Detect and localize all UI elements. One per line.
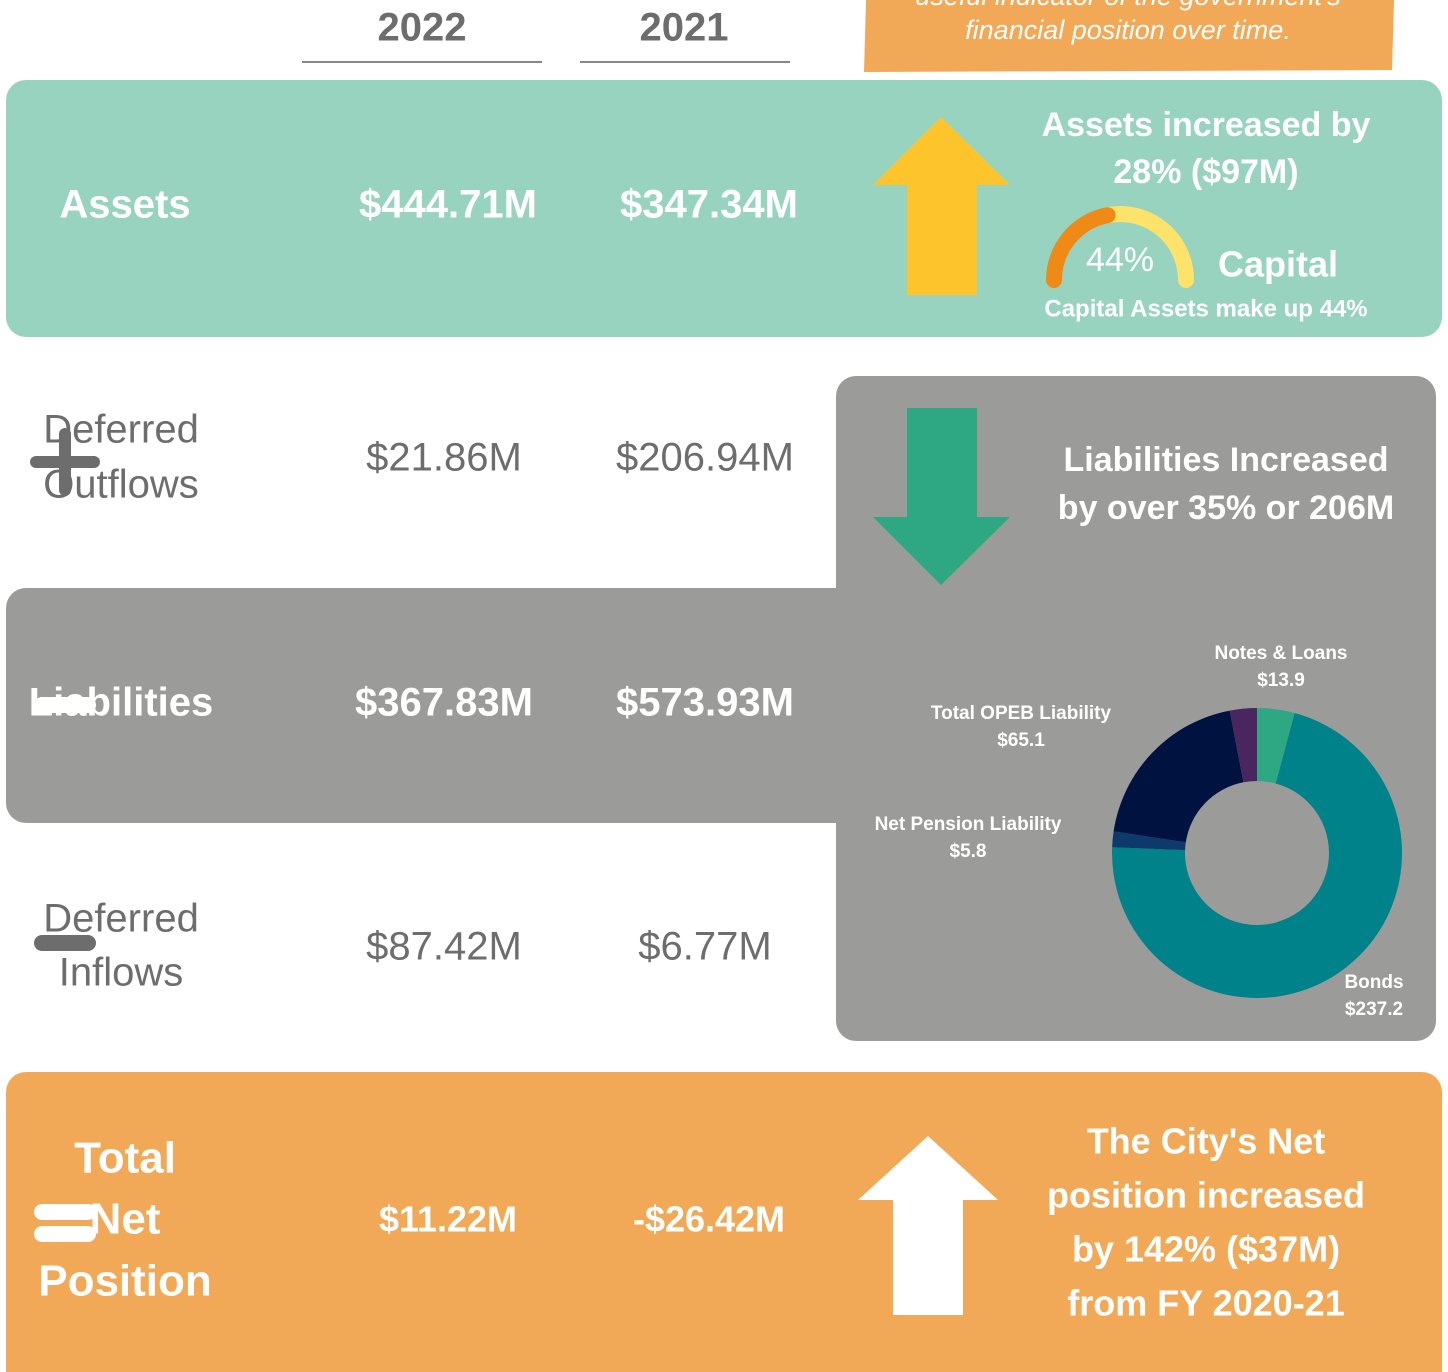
row-label: Outflows xyxy=(43,463,199,507)
pie-slice xyxy=(1229,708,1257,783)
row-value: $21.86M xyxy=(366,436,522,480)
gauge-caption: Capital xyxy=(1218,244,1338,285)
row-value: $6.77M xyxy=(638,925,771,969)
row-value: $206.94M xyxy=(616,436,794,480)
down-arrow xyxy=(873,408,1010,585)
pie-slice xyxy=(1113,710,1244,843)
row-value: $367.83M xyxy=(355,681,533,725)
gauge-label: 44% xyxy=(1086,241,1154,279)
row-value: $444.71M xyxy=(359,183,537,227)
slice-label: Bonds xyxy=(1344,972,1403,993)
row-label: Net xyxy=(90,1195,161,1244)
up-arrow xyxy=(873,117,1010,295)
gauge-track xyxy=(1099,206,1194,288)
year: 2022 xyxy=(378,6,467,50)
slice-value: $65.1 xyxy=(997,730,1045,751)
row-value: $573.93M xyxy=(616,681,794,725)
pie-slice xyxy=(1112,831,1186,851)
assets-note: 28% ($97M) xyxy=(1113,153,1298,191)
liabilities-panel xyxy=(836,376,1436,1041)
pie-slice xyxy=(1257,708,1295,784)
slice-value: $237.2 xyxy=(1345,999,1403,1020)
note-text: useful indicator of the government's xyxy=(915,0,1340,11)
note-box xyxy=(864,0,1394,72)
slice-label: Notes & Loans xyxy=(1214,643,1347,664)
note-text: financial position over time. xyxy=(965,15,1291,45)
row-label: Liabilities xyxy=(29,681,214,725)
liabilities-row-panel xyxy=(6,588,856,823)
slice-label: Total OPEB Liability xyxy=(931,703,1112,724)
year: 2021 xyxy=(640,6,729,50)
row-label: Deferred xyxy=(43,408,199,452)
row-label: Total xyxy=(74,1134,176,1183)
slice-label: Net Pension Liability xyxy=(875,814,1062,835)
row-value: $11.22M xyxy=(379,1199,517,1240)
row-value: -$26.42M xyxy=(633,1199,785,1240)
assets-note: Assets increased by xyxy=(1042,106,1371,144)
net-panel xyxy=(6,1072,1442,1372)
row-value: $87.42M xyxy=(366,925,522,969)
row-value: $347.34M xyxy=(620,183,798,227)
icons xyxy=(30,428,100,1242)
net-note: from FY 2020-21 xyxy=(1067,1283,1344,1324)
net-note: position increased xyxy=(1047,1175,1365,1216)
row-label: Deferred xyxy=(43,897,199,941)
assets-caption: Capital Assets make up 44% xyxy=(1044,295,1367,322)
pie-slice xyxy=(1112,712,1402,998)
up-arrow xyxy=(858,1136,998,1315)
row-label: Position xyxy=(38,1257,212,1306)
liabilities-note: Liabilities Increased xyxy=(1063,441,1388,479)
slice-value: $13.9 xyxy=(1257,670,1305,691)
gauge-value xyxy=(1046,207,1116,288)
row-label: Inflows xyxy=(59,951,184,995)
assets-panel xyxy=(6,80,1442,337)
row-label: Assets xyxy=(59,183,190,227)
net-note: by 142% ($37M) xyxy=(1072,1229,1340,1270)
liabilities-note: by over 35% or 206M xyxy=(1058,489,1394,527)
slice-value: $5.8 xyxy=(950,841,987,862)
net-note: The City's Net xyxy=(1087,1121,1326,1162)
